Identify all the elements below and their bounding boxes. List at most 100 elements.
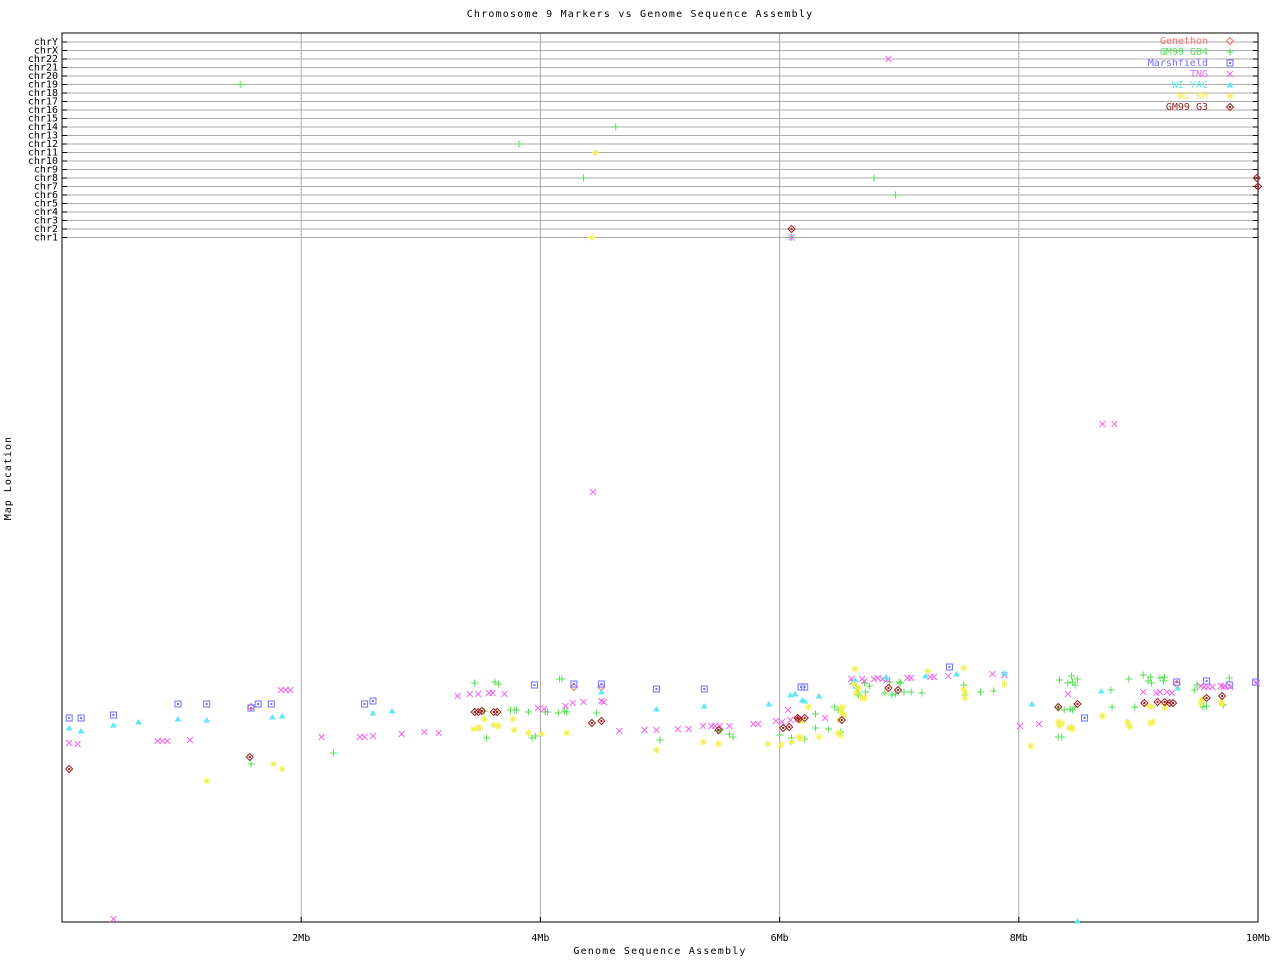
- marker: [1252, 173, 1262, 183]
- marker-dot: [480, 710, 483, 712]
- marker: [489, 689, 496, 697]
- marker: [236, 81, 244, 88]
- marker-dot: [363, 703, 366, 705]
- marker: [652, 685, 660, 693]
- marker: [530, 681, 538, 689]
- marker: [489, 707, 498, 717]
- marker: [815, 693, 823, 699]
- marker: [1160, 677, 1168, 685]
- marker: [811, 710, 819, 718]
- marker: [1060, 706, 1068, 714]
- marker: [270, 760, 278, 768]
- marker: [907, 688, 915, 696]
- marker: [570, 680, 578, 688]
- marker-dot: [703, 688, 706, 690]
- marker: [588, 234, 596, 241]
- marker: [1252, 678, 1260, 686]
- marker-dot: [1057, 706, 1060, 708]
- y-axis-label-chr14: chr14: [28, 122, 58, 133]
- x-axis-label-2Mb: 2Mb: [292, 933, 310, 944]
- marker: [470, 707, 479, 717]
- marker: [1253, 679, 1261, 687]
- marker: [109, 722, 117, 728]
- marker: [1146, 673, 1154, 681]
- marker: [1226, 48, 1234, 56]
- marker: [944, 672, 952, 680]
- marker: [569, 682, 579, 692]
- marker-dot: [249, 707, 252, 709]
- marker: [653, 726, 660, 734]
- marker: [797, 735, 805, 743]
- marker: [510, 726, 518, 734]
- marker: [1067, 723, 1075, 731]
- y-axis-label-chr19: chr19: [28, 80, 58, 91]
- marker: [477, 706, 487, 716]
- marker: [466, 690, 474, 698]
- marker: [794, 714, 803, 724]
- marker: [515, 140, 523, 148]
- marker: [361, 700, 369, 708]
- marker-dot: [803, 717, 806, 719]
- y-axis-label-chr22: chr22: [28, 54, 58, 65]
- marker: [764, 740, 772, 748]
- marker: [1058, 719, 1066, 727]
- marker: [977, 688, 985, 696]
- marker: [398, 730, 406, 738]
- marker: [163, 737, 171, 745]
- marker: [597, 689, 605, 695]
- marker: [267, 700, 275, 708]
- marker: [1165, 698, 1174, 708]
- marker-dot: [797, 718, 800, 720]
- marker: [159, 737, 166, 745]
- marker: [787, 224, 796, 234]
- marker: [1148, 703, 1156, 711]
- marker: [1148, 679, 1156, 687]
- marker: [254, 700, 262, 708]
- marker-dot: [1205, 697, 1208, 699]
- marker: [1058, 733, 1066, 741]
- marker: [835, 716, 843, 724]
- legend-label-gm99-gb4: GM99 GB4: [1160, 47, 1208, 58]
- marker: [174, 716, 182, 722]
- marker-dot: [840, 719, 843, 721]
- marker: [1064, 690, 1072, 698]
- marker: [554, 709, 562, 717]
- marker: [268, 714, 276, 720]
- y-axis-label-chr15: chr15: [28, 114, 58, 125]
- y-axis-label-chr13: chr13: [28, 131, 58, 142]
- marker: [569, 699, 577, 707]
- marker: [454, 692, 462, 700]
- marker: [850, 680, 858, 688]
- marker: [203, 717, 211, 723]
- series-tng: [65, 55, 1261, 923]
- marker-dot: [1172, 702, 1175, 704]
- marker: [888, 691, 896, 699]
- marker: [855, 684, 863, 692]
- marker: [778, 718, 786, 726]
- marker: [1099, 712, 1107, 720]
- legend-label-wi-rh: WI RH: [1178, 91, 1208, 102]
- marker: [77, 714, 85, 722]
- marker-dot: [80, 717, 83, 719]
- marker: [699, 722, 707, 730]
- marker: [930, 673, 938, 681]
- marker: [881, 689, 889, 697]
- marker: [245, 752, 254, 762]
- marker: [800, 713, 809, 723]
- marker: [495, 722, 503, 730]
- y-axis-label-chr18: chr18: [28, 88, 58, 99]
- marker: [831, 703, 839, 711]
- marker-dot: [590, 722, 593, 724]
- marker-dot: [600, 720, 603, 722]
- marker-dot: [1156, 701, 1159, 703]
- series-wi-rh: [203, 149, 1226, 785]
- marker: [534, 704, 542, 712]
- marker: [1055, 676, 1063, 684]
- marker: [815, 733, 823, 741]
- marker: [784, 722, 794, 732]
- marker-dot: [897, 689, 900, 691]
- marker: [469, 725, 477, 733]
- marker-dot: [790, 228, 793, 230]
- marker: [512, 706, 520, 714]
- marker: [540, 705, 548, 713]
